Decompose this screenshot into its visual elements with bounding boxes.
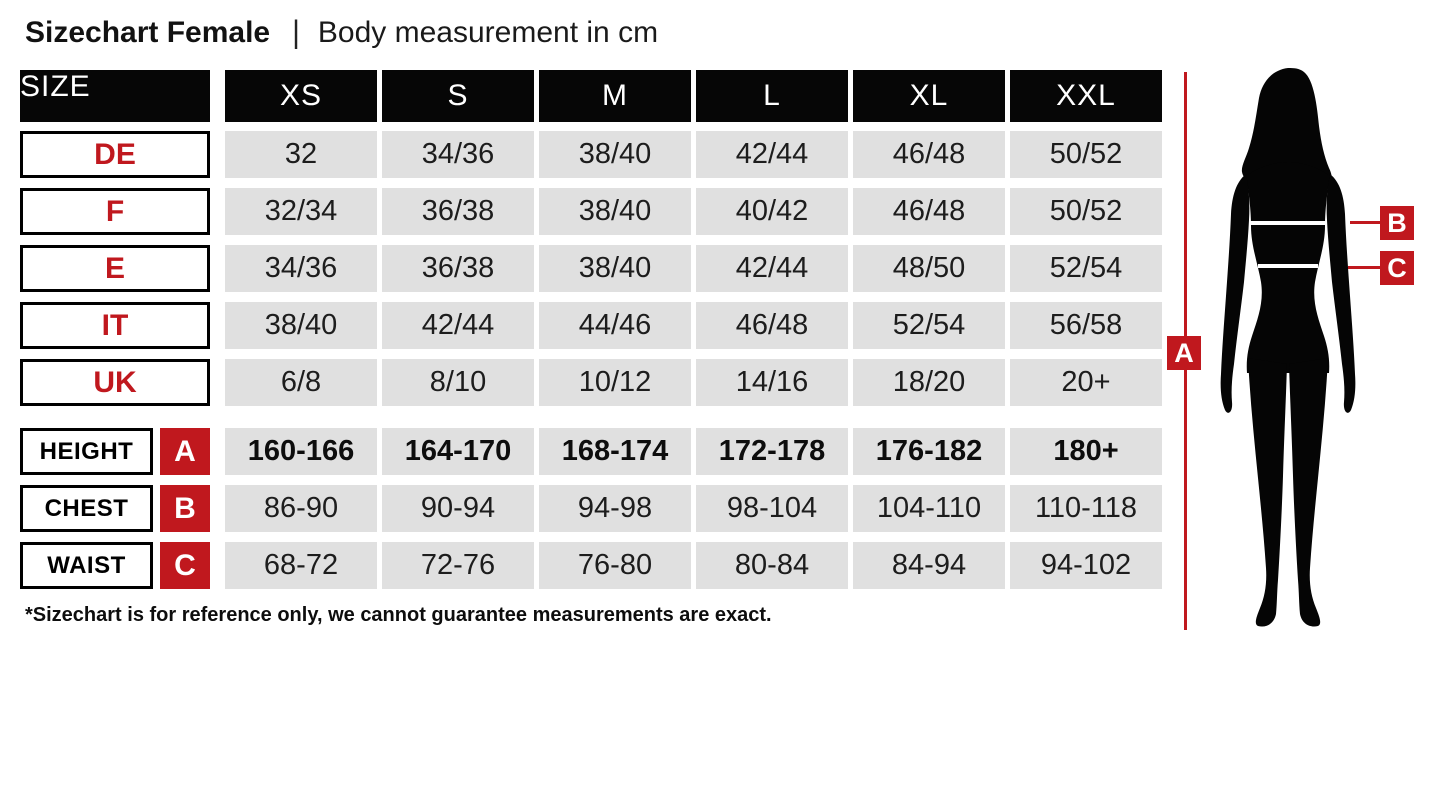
cell-uk-s: 8/10: [382, 359, 534, 406]
cell-height-l: 172-178: [696, 428, 848, 475]
cell-it-m: 44/46: [539, 302, 691, 349]
cell-f-xl: 46/48: [853, 188, 1005, 235]
cell-uk-l: 14/16: [696, 359, 848, 406]
cell-it-xxl: 56/58: [1010, 302, 1162, 349]
table-row-f: F 32/34 36/38 38/40 40/42 46/48 50/52: [20, 188, 1162, 235]
cell-f-l: 40/42: [696, 188, 848, 235]
table-row-e: E 34/36 36/38 38/40 42/44 48/50 52/54: [20, 245, 1162, 292]
row-label-uk: UK: [20, 359, 210, 406]
cell-f-xs: 32/34: [225, 188, 377, 235]
cell-it-l: 46/48: [696, 302, 848, 349]
row-label-it: IT: [20, 302, 210, 349]
cell-e-s: 36/38: [382, 245, 534, 292]
cell-it-xl: 52/54: [853, 302, 1005, 349]
chest-measure-line: [1250, 221, 1326, 225]
cell-e-m: 38/40: [539, 245, 691, 292]
cell-waist-xxl: 94-102: [1010, 542, 1162, 589]
row-label-de: DE: [20, 131, 210, 178]
cell-f-m: 38/40: [539, 188, 691, 235]
cell-waist-xs: 68-72: [225, 542, 377, 589]
table-row-uk: UK 6/8 8/10 10/12 14/16 18/20 20+: [20, 359, 1162, 406]
cell-uk-xs: 6/8: [225, 359, 377, 406]
table-row-it: IT 38/40 42/44 44/46 46/48 52/54 56/58: [20, 302, 1162, 349]
cell-e-xl: 48/50: [853, 245, 1005, 292]
cell-chest-s: 90-94: [382, 485, 534, 532]
marker-a-badge: A: [1167, 336, 1201, 370]
female-silhouette: [1220, 68, 1356, 627]
cell-uk-xl: 18/20: [853, 359, 1005, 406]
cell-de-xxl: 50/52: [1010, 131, 1162, 178]
cell-it-s: 42/44: [382, 302, 534, 349]
table-header-row: SIZE XS S M L XL XXL: [20, 70, 1162, 122]
cell-chest-l: 98-104: [696, 485, 848, 532]
marker-b-row-badge: B: [160, 485, 210, 532]
cell-f-s: 36/38: [382, 188, 534, 235]
marker-c-row-badge: C: [160, 542, 210, 589]
cell-de-xs: 32: [225, 131, 377, 178]
cell-it-xs: 38/40: [225, 302, 377, 349]
cell-chest-m: 94-98: [539, 485, 691, 532]
marker-b-badge: B: [1380, 206, 1414, 240]
header-xl: XL: [853, 70, 1005, 122]
cell-de-xl: 46/48: [853, 131, 1005, 178]
header-m: M: [539, 70, 691, 122]
row-label-waist: WAIST: [20, 542, 153, 589]
page-title: Sizechart Female | Body measurement in c…: [25, 15, 659, 50]
cell-de-s: 34/36: [382, 131, 534, 178]
cell-height-xs: 160-166: [225, 428, 377, 475]
title-subtitle: Body measurement in cm: [317, 16, 659, 49]
cell-f-xxl: 50/52: [1010, 188, 1162, 235]
cell-uk-m: 10/12: [539, 359, 691, 406]
footnote-disclaimer: *Sizechart is for reference only, we can…: [25, 604, 772, 626]
marker-a-row-badge: A: [160, 428, 210, 475]
cell-e-l: 42/44: [696, 245, 848, 292]
cell-height-s: 164-170: [382, 428, 534, 475]
cell-de-l: 42/44: [696, 131, 848, 178]
row-label-e: E: [20, 245, 210, 292]
cell-waist-m: 76-80: [539, 542, 691, 589]
chest-pointer-line: [1350, 221, 1380, 224]
table-row-waist: WAIST C 68-72 72-76 76-80 80-84 84-94 94…: [20, 542, 1162, 589]
cell-height-xxl: 180+: [1010, 428, 1162, 475]
marker-c-badge: C: [1380, 251, 1414, 285]
cell-waist-xl: 84-94: [853, 542, 1005, 589]
waist-pointer-line: [1348, 266, 1380, 269]
cell-height-m: 168-174: [539, 428, 691, 475]
header-l: L: [696, 70, 848, 122]
cell-de-m: 38/40: [539, 131, 691, 178]
row-label-chest: CHEST: [20, 485, 153, 532]
header-xs: XS: [225, 70, 377, 122]
table-section-gap: [20, 416, 1162, 428]
cell-chest-xl: 104-110: [853, 485, 1005, 532]
table-row-de: DE 32 34/36 38/40 42/44 46/48 50/52: [20, 131, 1162, 178]
table-row-height: HEIGHT A 160-166 164-170 168-174 172-178…: [20, 428, 1162, 475]
cell-e-xxl: 52/54: [1010, 245, 1162, 292]
cell-uk-xxl: 20+: [1010, 359, 1162, 406]
waist-measure-line: [1258, 264, 1318, 268]
row-label-f: F: [20, 188, 210, 235]
cell-height-xl: 176-182: [853, 428, 1005, 475]
header-xxl: XXL: [1010, 70, 1162, 122]
cell-chest-xs: 86-90: [225, 485, 377, 532]
cell-waist-s: 72-76: [382, 542, 534, 589]
cell-chest-xxl: 110-118: [1010, 485, 1162, 532]
cell-waist-l: 80-84: [696, 542, 848, 589]
header-size: SIZE: [20, 70, 210, 122]
row-label-height: HEIGHT: [20, 428, 153, 475]
cell-e-xs: 34/36: [225, 245, 377, 292]
header-s: S: [382, 70, 534, 122]
title-separator: |: [292, 15, 300, 50]
title-main: Sizechart Female: [25, 16, 271, 49]
size-table: SIZE XS S M L XL XXL DE 32 34/36 38/40 4…: [20, 70, 1162, 599]
table-row-chest: CHEST B 86-90 90-94 94-98 98-104 104-110…: [20, 485, 1162, 532]
